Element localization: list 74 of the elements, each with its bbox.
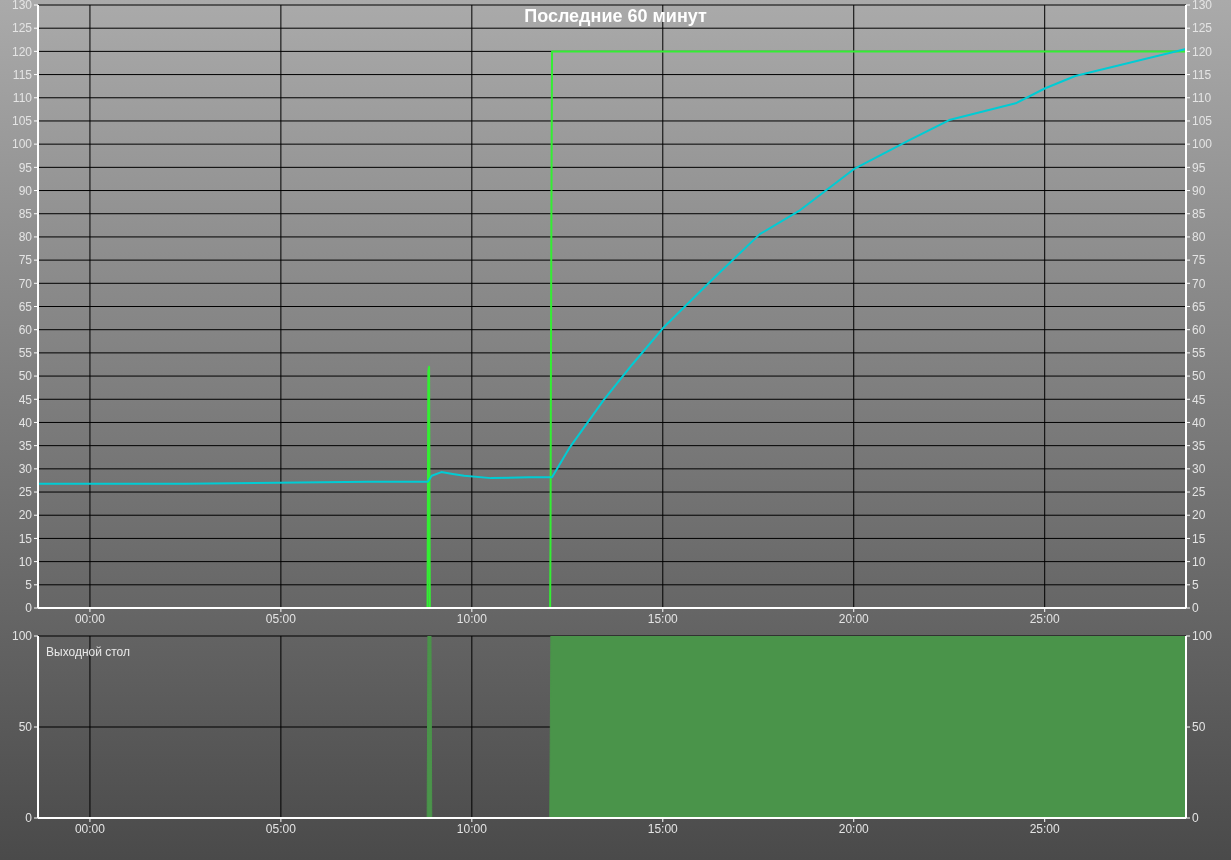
x-tick-label: 15:00 <box>647 821 679 836</box>
y2-tick-label: 30 <box>1192 462 1206 477</box>
annotation: Выходной стол <box>46 645 131 659</box>
x-tick-label: 15:00 <box>647 611 679 626</box>
y-tick-label: 35 <box>18 438 33 453</box>
y-tick-label: 115 <box>12 67 33 82</box>
x-tick-label: 25:00 <box>1029 611 1061 626</box>
y-tick-label: 20 <box>18 508 33 523</box>
y-tick-label: 60 <box>18 322 33 337</box>
y2-tick-label: 105 <box>1192 114 1213 129</box>
y-tick-label: 55 <box>18 346 33 361</box>
y-tick-label: 95 <box>18 160 33 175</box>
y2-tick-label: 15 <box>1192 531 1206 546</box>
y2-tick-label: 0 <box>1192 601 1199 616</box>
y2-tick-label: 130 <box>1192 0 1213 13</box>
y2-tick-label: 5 <box>1192 578 1199 593</box>
y2-tick-label: 55 <box>1192 346 1206 361</box>
y2-tick-label: 50 <box>1192 720 1206 735</box>
y2-tick-label: 115 <box>1192 67 1212 82</box>
y-tick-label: 50 <box>18 720 33 735</box>
y2-tick-label: 95 <box>1192 160 1206 175</box>
y2-tick-label: 35 <box>1192 438 1206 453</box>
y2-tick-label: 75 <box>1192 253 1206 268</box>
y2-tick-label: 65 <box>1192 299 1206 314</box>
y2-tick-label: 85 <box>1192 206 1206 221</box>
y-tick-label: 80 <box>18 230 33 245</box>
x-tick-label: 00:00 <box>74 611 106 626</box>
y2-tick-label: 100 <box>1192 629 1213 644</box>
y2-tick-label: 80 <box>1192 230 1206 245</box>
y2-tick-label: 50 <box>1192 369 1206 384</box>
y2-tick-label: 100 <box>1192 137 1213 152</box>
y-tick-label: 40 <box>18 415 33 430</box>
y-tick-label: 45 <box>18 392 33 407</box>
y2-tick-label: 70 <box>1192 276 1206 291</box>
y-tick-label: 120 <box>11 44 33 59</box>
y-tick-label: 90 <box>18 183 33 198</box>
x-tick-label: 10:00 <box>456 611 488 626</box>
line-series <box>38 48 1186 485</box>
y-tick-label: 100 <box>11 629 33 644</box>
x-tick-label: 20:00 <box>838 821 870 836</box>
y2-tick-label: 0 <box>1192 811 1199 826</box>
y-tick-label: 85 <box>18 206 33 221</box>
y-tick-label: 15 <box>18 531 33 546</box>
y2-tick-label: 20 <box>1192 508 1206 523</box>
y2-tick-label: 25 <box>1192 485 1206 500</box>
x-tick-label: 05:00 <box>265 821 297 836</box>
y2-tick-label: 60 <box>1192 322 1206 337</box>
y-tick-label: 30 <box>18 462 33 477</box>
y-tick-label: 105 <box>11 114 33 129</box>
y-tick-label: 100 <box>11 137 33 152</box>
y-tick-label: 130 <box>11 0 33 13</box>
x-tick-label: 20:00 <box>838 611 870 626</box>
x-tick-label: 25:00 <box>1029 821 1061 836</box>
y-tick-label: 70 <box>18 276 33 291</box>
x-tick-label: 00:00 <box>74 821 106 836</box>
y-tick-label: 10 <box>18 554 33 569</box>
y2-tick-label: 125 <box>1192 21 1213 36</box>
y-tick-label: 5 <box>25 578 33 593</box>
y2-tick-label: 90 <box>1192 183 1206 198</box>
y2-tick-label: 120 <box>1192 44 1213 59</box>
y-tick-label: 25 <box>18 485 33 500</box>
x-tick-label: 05:00 <box>265 611 297 626</box>
x-tick-label: 10:00 <box>456 821 488 836</box>
y-tick-label: 65 <box>18 299 33 314</box>
y-tick-label: 0 <box>25 601 33 616</box>
y2-tick-label: 40 <box>1192 415 1206 430</box>
y-tick-label: 75 <box>18 253 33 268</box>
y-tick-label: 50 <box>18 369 33 384</box>
y2-tick-label: 10 <box>1192 554 1206 569</box>
y-tick-label: 0 <box>25 811 33 826</box>
y2-tick-label: 45 <box>1192 392 1206 407</box>
y-tick-label: 125 <box>11 21 33 36</box>
y-tick-label: 110 <box>12 91 33 106</box>
y2-tick-label: 110 <box>1192 91 1212 106</box>
